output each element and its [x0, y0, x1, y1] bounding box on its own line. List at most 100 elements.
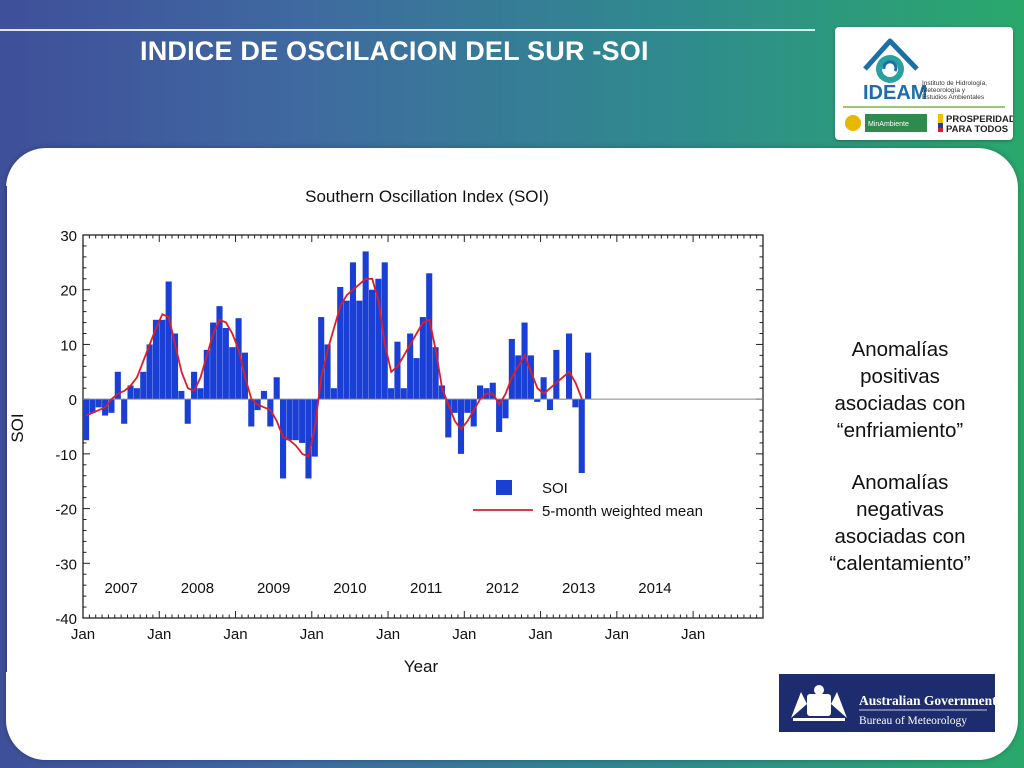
- soi-bar: [229, 347, 236, 400]
- legend-soi-label: SOI: [542, 480, 568, 497]
- bom-line-2: Bureau of Meteorology: [859, 715, 967, 727]
- bom-line-1: Australian Government: [859, 693, 995, 708]
- soi-bar: [121, 399, 128, 424]
- soi-chart: Southern Oscillation Index (SOI) 30 20 10 0…: [5, 186, 765, 672]
- soi-bar: [540, 377, 547, 400]
- soi-bar: [197, 388, 204, 400]
- soi-bar: [502, 399, 509, 419]
- minambiente-label: MinAmbiente: [868, 121, 909, 128]
- year-label: 2009: [257, 580, 290, 597]
- soi-bar: [305, 399, 312, 479]
- year-label: 2008: [181, 580, 214, 597]
- soi-bar: [146, 344, 153, 400]
- note-positive-2: positivas: [860, 365, 940, 388]
- soi-bar: [165, 281, 172, 400]
- soi-bar: [108, 399, 115, 413]
- y-tick-label: -20: [55, 502, 77, 519]
- soi-bar: [496, 399, 503, 432]
- soi-bar: [324, 344, 331, 400]
- soi-bar: [248, 399, 255, 427]
- soi-bar: [457, 399, 465, 454]
- soi-bar: [464, 399, 471, 413]
- soi-bar: [375, 278, 382, 400]
- x-tick-label: Jan: [223, 626, 247, 643]
- soi-bar: [343, 300, 350, 400]
- note-negative-4: “calentamiento”: [829, 552, 971, 575]
- soi-bar: [178, 390, 185, 400]
- soi-bar: [489, 382, 496, 400]
- soi-bar: [534, 399, 541, 402]
- x-tick-label: Jan: [147, 626, 171, 643]
- chart-title: Southern Oscillation Index (SOI): [305, 187, 549, 206]
- soi-bar: [222, 328, 229, 400]
- x-tick-label: Jan: [681, 626, 705, 643]
- soi-bar: [330, 388, 337, 400]
- soi-bar: [184, 399, 191, 424]
- soi-bar: [445, 399, 452, 438]
- plot-frame: [82, 234, 764, 619]
- soi-bar: [235, 318, 242, 400]
- year-label: 2013: [562, 580, 595, 597]
- side-notes: Anomalías positivas asociadas con “enfri…: [800, 336, 1000, 577]
- note-negative-3: asociadas con: [834, 525, 966, 548]
- x-tick-label: Jan: [528, 626, 552, 643]
- year-label: 2010: [333, 580, 366, 597]
- soi-bar: [95, 399, 102, 408]
- y-tick-label: 10: [60, 337, 77, 354]
- x-tick-label: Jan: [71, 626, 95, 643]
- soi-bar: [216, 306, 223, 400]
- soi-bar: [159, 319, 166, 400]
- prosperidad-line-1: PROSPERIDAD: [946, 114, 1013, 125]
- ideam-logo-icon: IDEAM Instituto de Hidrología, Meteorolo…: [843, 38, 1016, 135]
- soi-bar: [191, 371, 198, 400]
- ideam-logo-panel: IDEAM Instituto de Hidrología, Meteorolo…: [835, 27, 1016, 140]
- soi-bar: [521, 322, 528, 400]
- soi-bar: [388, 388, 395, 400]
- soi-bar: [292, 399, 299, 441]
- note-positive-1: Anomalías: [851, 338, 949, 361]
- y-tick-label: -30: [55, 556, 77, 573]
- minambiente-badge: [865, 114, 927, 132]
- ideam-sub-3: Estudios Ambientales: [922, 94, 985, 101]
- x-tick-label: Jan: [376, 626, 400, 643]
- prosperidad-line-2: PARA TODOS: [946, 124, 1008, 135]
- soi-bar: [273, 377, 280, 400]
- soi-bar: [451, 399, 458, 413]
- soi-bar: [381, 262, 388, 400]
- legend-mean-label: 5-month weighted mean: [542, 503, 703, 520]
- ideam-sub-1: Instituto de Hidrología,: [922, 80, 987, 87]
- soi-bar: [349, 262, 357, 400]
- soi-bar: [152, 319, 160, 400]
- soi-bar: [368, 289, 376, 400]
- soi-bar: [203, 349, 210, 400]
- soi-bar: [260, 390, 268, 400]
- soi-bar: [546, 399, 554, 411]
- ideam-wordmark: IDEAM: [863, 82, 927, 104]
- colombia-shield-icon: [845, 115, 861, 131]
- slide-title: INDICE DE OSCILACION DEL SUR -SOI: [140, 36, 649, 66]
- x-tick-label: Jan: [452, 626, 476, 643]
- soi-bar: [83, 399, 90, 441]
- ideam-sub-2: Meteorología y: [922, 87, 966, 94]
- soi-bar: [400, 388, 407, 400]
- y-tick-label: 20: [60, 283, 77, 300]
- soi-bar: [127, 385, 134, 400]
- soi-bar: [394, 341, 401, 400]
- note-positive-4: “enfriamiento”: [836, 419, 964, 442]
- coat-of-arms-icon: Australian Government Bureau of Meteorol…: [791, 685, 997, 727]
- legend-soi-swatch: [496, 480, 512, 495]
- soi-bar: [318, 317, 325, 400]
- year-label: 2011: [410, 580, 442, 597]
- soi-bar: [477, 385, 484, 400]
- soi-bar: [133, 388, 140, 400]
- soi-bar: [438, 385, 445, 400]
- soi-bar: [527, 355, 534, 400]
- soi-bar: [413, 358, 420, 400]
- soi-bar: [356, 300, 363, 400]
- soi-bar: [426, 273, 433, 400]
- y-tick-label: 0: [69, 392, 77, 409]
- soi-bar: [171, 333, 179, 400]
- y-tick-label: -40: [55, 611, 77, 628]
- x-tick-label: Jan: [605, 626, 629, 643]
- soi-bar: [89, 399, 96, 413]
